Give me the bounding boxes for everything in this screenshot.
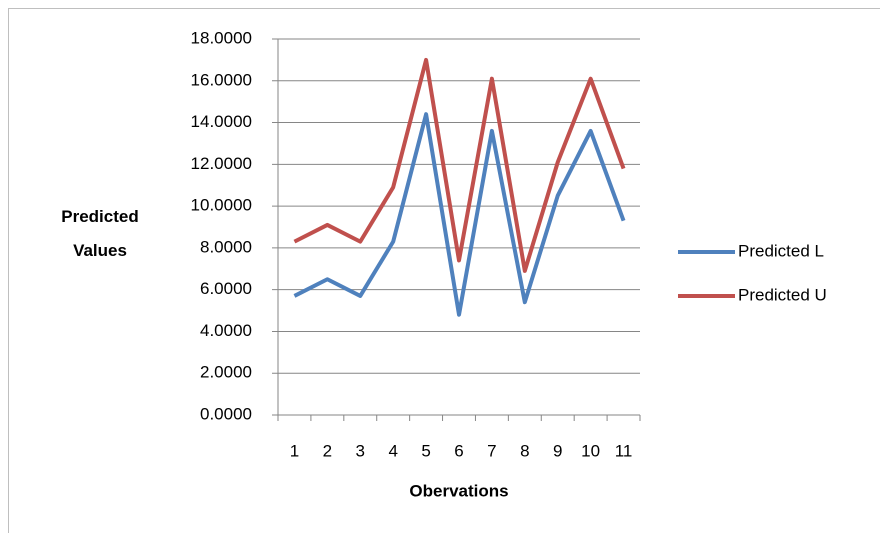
- x-tick-label: 3: [356, 441, 365, 460]
- x-tick-label: 9: [553, 441, 562, 460]
- x-tick-label: 6: [454, 441, 463, 460]
- x-tick-label: 8: [520, 441, 529, 460]
- y-tick-label: 14.0000: [191, 112, 252, 131]
- series-line: [293, 57, 626, 273]
- chart-border: [8, 8, 880, 533]
- x-tick-label: 4: [388, 441, 397, 460]
- x-tick-label: 11: [615, 441, 633, 460]
- y-tick-label: 0.0000: [200, 404, 252, 423]
- x-tick-label: 5: [421, 441, 430, 460]
- y-tick-label: 2.0000: [200, 363, 252, 382]
- y-tick-label: 16.0000: [191, 70, 252, 89]
- y-axis-title: Predicted Values: [61, 207, 139, 260]
- x-tick-label: 7: [487, 441, 496, 460]
- y-tick-label: 12.0000: [191, 154, 252, 173]
- y-tick-label: 8.0000: [200, 237, 252, 256]
- y-tick-label: 18.0000: [191, 28, 252, 47]
- x-axis-title: Obervations: [409, 481, 508, 500]
- legend-label: Predicted U: [738, 285, 827, 304]
- y-tick-label: 4.0000: [200, 321, 252, 340]
- legend-label: Predicted L: [738, 241, 824, 260]
- series-line: [293, 112, 626, 317]
- y-tick-label: 10.0000: [191, 196, 252, 215]
- x-tick-label: 10: [581, 441, 600, 460]
- x-tick-label: 2: [323, 441, 332, 460]
- x-tick-label: 1: [290, 441, 299, 460]
- y-tick-label: 6.0000: [200, 279, 252, 298]
